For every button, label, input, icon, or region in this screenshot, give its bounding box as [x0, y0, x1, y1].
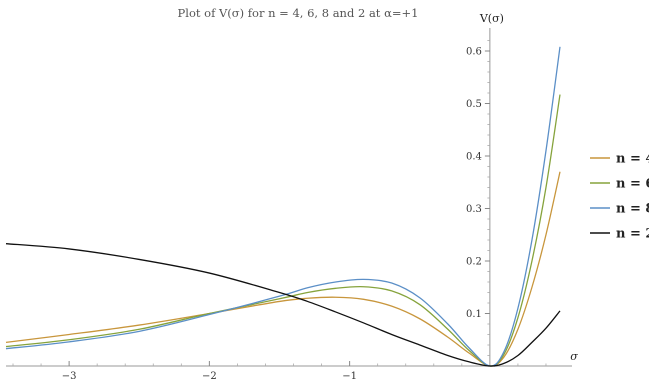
legend-label-n-2: n = 2 — [616, 227, 649, 242]
y-tick-label: 0.3 — [466, 204, 482, 215]
legend-label-n-6: n = 6 — [616, 177, 649, 192]
x-tick-label: −2 — [202, 371, 217, 381]
series-line-n-6 — [5, 94, 561, 367]
axes: −3 −2 −1 0.1 0.2 0.3 0.4 0.5 0.6 V(σ) σ — [6, 12, 578, 381]
series-line-n-8 — [5, 46, 561, 367]
y-tick-label: 0.4 — [466, 152, 482, 163]
x-tick-label: −1 — [342, 371, 357, 381]
y-tick-label: 0.2 — [466, 257, 482, 268]
y-tick-label: 0.1 — [466, 309, 482, 320]
series-line-n-4 — [5, 171, 561, 367]
y-tick-label: 0.5 — [466, 99, 482, 110]
legend: n = 4 n = 6 n = 8 n = 2 — [590, 152, 649, 242]
legend-label-n-4: n = 4 — [616, 152, 649, 167]
chart-title: Plot of V(σ) for n = 4, 6, 8 and 2 at α=… — [178, 6, 419, 20]
plot-lines — [5, 46, 561, 367]
series-line-n-2 — [5, 243, 561, 367]
y-tick-label: 0.6 — [466, 47, 482, 58]
legend-label-n-8: n = 8 — [616, 202, 649, 217]
x-axis-title: σ — [570, 350, 578, 363]
x-tick-label: −3 — [62, 371, 77, 381]
y-axis-title: V(σ) — [479, 12, 504, 25]
